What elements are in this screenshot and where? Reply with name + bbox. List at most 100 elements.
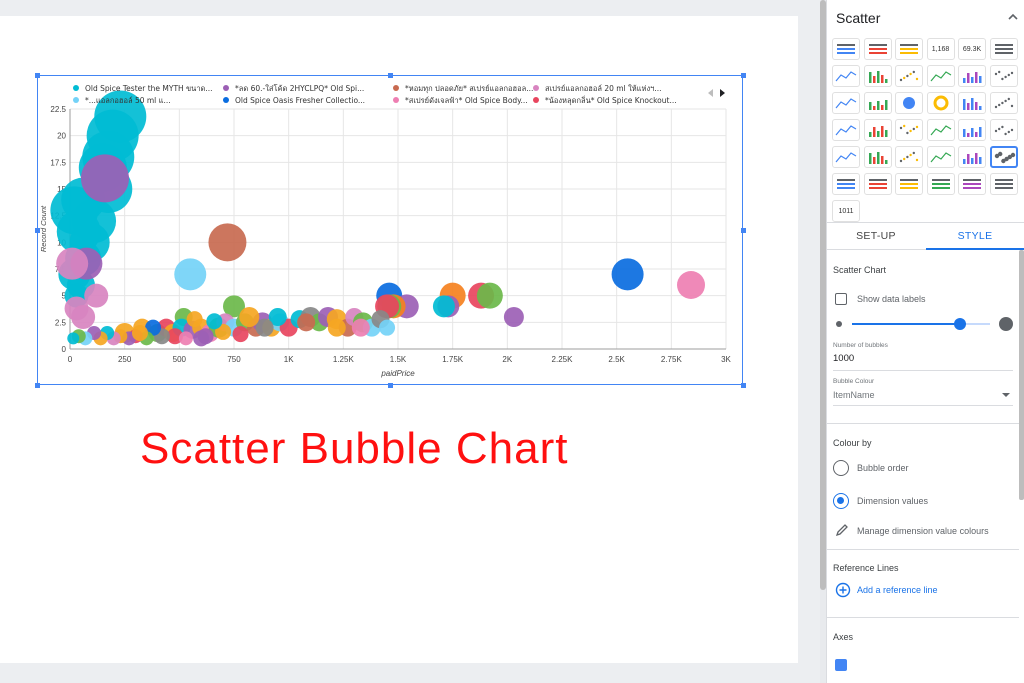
stacked-column-icon[interactable] (926, 65, 955, 87)
google-maps-icon[interactable] (989, 92, 1018, 114)
bubble[interactable] (71, 305, 96, 329)
bullet-chart-icon[interactable] (926, 173, 955, 195)
pivot-heatmap-icon[interactable] (895, 173, 923, 195)
bubble[interactable] (56, 247, 89, 280)
chevron-up-icon[interactable] (1006, 10, 1020, 24)
100-area-icon[interactable] (926, 146, 955, 168)
bubble[interactable] (327, 318, 346, 337)
table-icon[interactable] (832, 38, 860, 60)
line-map-icon[interactable] (863, 119, 892, 141)
bubble[interactable] (84, 283, 109, 308)
axes-checkbox[interactable] (835, 659, 847, 671)
100-stacked-bar-icon[interactable] (863, 92, 892, 114)
scatter-chart-icon[interactable] (958, 146, 986, 168)
scatter-chart-component[interactable]: 0 250 500 750 1K 1.25K 1.5K 1.75K 2K 2.25K 2.5K 2.7… (35, 73, 746, 388)
resize-handle[interactable] (35, 73, 40, 78)
canvas-scrollbar-track[interactable] (808, 0, 820, 683)
table-bars-icon[interactable] (863, 38, 892, 60)
bubble[interactable] (476, 282, 503, 309)
resize-handle[interactable] (741, 228, 746, 233)
bubble[interactable] (432, 295, 455, 318)
bubble[interactable] (503, 307, 524, 327)
headline-text[interactable]: Scatter Bubble Chart (140, 424, 569, 473)
bubble[interactable] (145, 319, 162, 336)
smooth-line-chart-icon[interactable] (832, 146, 860, 168)
bubble[interactable] (351, 318, 370, 337)
bar-chart-icon[interactable] (989, 65, 1018, 87)
bubble-size-slider-knob[interactable] (953, 318, 966, 330)
bubble[interactable] (80, 154, 129, 203)
gauge-icon[interactable] (989, 173, 1018, 195)
scorecard-icon[interactable]: 1,168 (926, 38, 955, 60)
legend-prev-icon[interactable] (708, 89, 713, 97)
gauge-value-icon[interactable]: 1011 (832, 200, 860, 222)
bubble[interactable] (166, 328, 183, 345)
heat-map-icon[interactable] (895, 119, 923, 141)
area-chart-icon[interactable] (863, 146, 892, 168)
combo-stacked-icon[interactable] (958, 119, 986, 141)
pivot-table-icon[interactable] (832, 173, 860, 195)
resize-handle[interactable] (35, 228, 40, 233)
bubble[interactable] (131, 325, 148, 341)
bubble[interactable] (193, 330, 210, 347)
panel-scrollbar-thumb[interactable] (1019, 250, 1024, 500)
scorecard-compact-icon[interactable]: 69.3K (958, 38, 986, 60)
radio-dimension-values[interactable] (833, 493, 849, 509)
treemap-icon[interactable] (958, 173, 986, 195)
donut-chart-icon[interactable] (926, 92, 955, 114)
bubble-size-slider-track[interactable] (852, 318, 990, 330)
time-series-icon[interactable] (989, 38, 1018, 60)
resize-handle[interactable] (741, 383, 746, 388)
tab-style[interactable]: STYLE (926, 223, 1024, 250)
add-reference-line-link[interactable]: Add a reference line (857, 585, 938, 595)
add-circle-icon[interactable] (835, 582, 851, 598)
bubble[interactable] (255, 318, 274, 337)
resize-handle[interactable] (388, 383, 393, 388)
bubble[interactable] (178, 331, 193, 346)
chart-type-glyph (868, 152, 887, 164)
pie-chart-icon[interactable] (895, 92, 923, 114)
column-chart-icon[interactable] (895, 65, 923, 87)
geo-map-icon[interactable] (958, 92, 986, 114)
bubble[interactable] (268, 308, 287, 326)
table-heatmap-icon[interactable] (895, 38, 923, 60)
dropdown-arrow-icon[interactable] (1002, 392, 1010, 398)
stacked-area-icon[interactable] (895, 146, 923, 168)
manage-colours-link[interactable]: Manage dimension value colours (857, 526, 989, 536)
combo-column-icon[interactable] (926, 119, 955, 141)
bubble[interactable] (232, 326, 249, 343)
bubble[interactable] (208, 223, 247, 262)
sparkline-icon[interactable] (832, 65, 860, 87)
chart-type-glyph (899, 70, 919, 82)
bubble[interactable] (67, 332, 80, 345)
tab-setup[interactable]: SET-UP (856, 230, 896, 242)
resize-handle[interactable] (35, 383, 40, 388)
stacked-bar-icon[interactable] (832, 92, 860, 114)
bubble-colour-select[interactable]: ItemName (833, 390, 875, 400)
bubble[interactable] (186, 311, 203, 328)
line-chart-icon[interactable] (989, 119, 1018, 141)
bubble[interactable] (206, 313, 223, 330)
bubble[interactable] (379, 319, 396, 336)
bubble[interactable] (677, 271, 706, 299)
pivot-bars-icon[interactable] (863, 173, 892, 195)
bubble[interactable] (611, 258, 644, 291)
filled-map-icon[interactable] (832, 119, 860, 141)
report-page[interactable]: 0 250 500 750 1K 1.25K 1.5K 1.75K 2K 2.25K 2.5K 2.7… (0, 16, 798, 663)
legend-next-icon[interactable] (720, 89, 725, 97)
smoothed-line-icon[interactable] (863, 65, 892, 87)
resize-handle[interactable] (388, 73, 393, 78)
bubble[interactable] (297, 313, 316, 332)
pencil-icon[interactable] (835, 523, 849, 537)
bubble[interactable] (239, 307, 260, 327)
bubble[interactable] (215, 323, 232, 340)
bubble-chart-icon[interactable] (989, 146, 1018, 168)
100-stacked-column-icon[interactable] (958, 65, 986, 87)
num-bubbles-input[interactable]: 1000 (833, 353, 855, 364)
bubble[interactable] (223, 295, 245, 318)
bubble[interactable] (174, 258, 207, 291)
radio-bubble-order[interactable] (833, 460, 849, 476)
show-labels-checkbox[interactable] (835, 293, 847, 305)
resize-handle[interactable] (741, 73, 746, 78)
canvas-scrollbar-thumb[interactable] (820, 0, 826, 590)
